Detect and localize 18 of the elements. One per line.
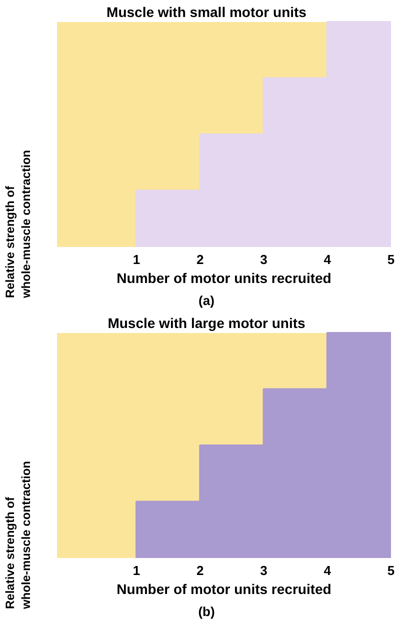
x-tick-label: 2	[196, 563, 204, 578]
x-tick-label: 4	[324, 252, 332, 267]
text: (b)	[198, 604, 215, 619]
x-tick-label: 5	[387, 563, 395, 578]
x-tick-label: 5	[387, 252, 395, 267]
x-tick-label: 4	[324, 563, 332, 578]
x-axis-title: Number of motor units recruited	[116, 581, 332, 597]
chart-title: Muscle with small motor units	[106, 4, 307, 20]
x-tick-label: 1	[132, 252, 140, 267]
x-tick-label: 3	[260, 252, 268, 267]
x-axis-title: Number of motor units recruited	[116, 270, 332, 286]
x-tick-label: 3	[260, 563, 268, 578]
chart-title: Muscle with large motor units	[108, 315, 306, 331]
x-tick-label: 1	[132, 563, 140, 578]
text: (a)	[198, 293, 214, 308]
y-axis-title: Relative strength of whole-muscle contraction	[3, 460, 33, 610]
x-tick-label: 2	[196, 252, 204, 267]
y-axis-title: Relative strength of whole-muscle contraction	[3, 150, 33, 300]
